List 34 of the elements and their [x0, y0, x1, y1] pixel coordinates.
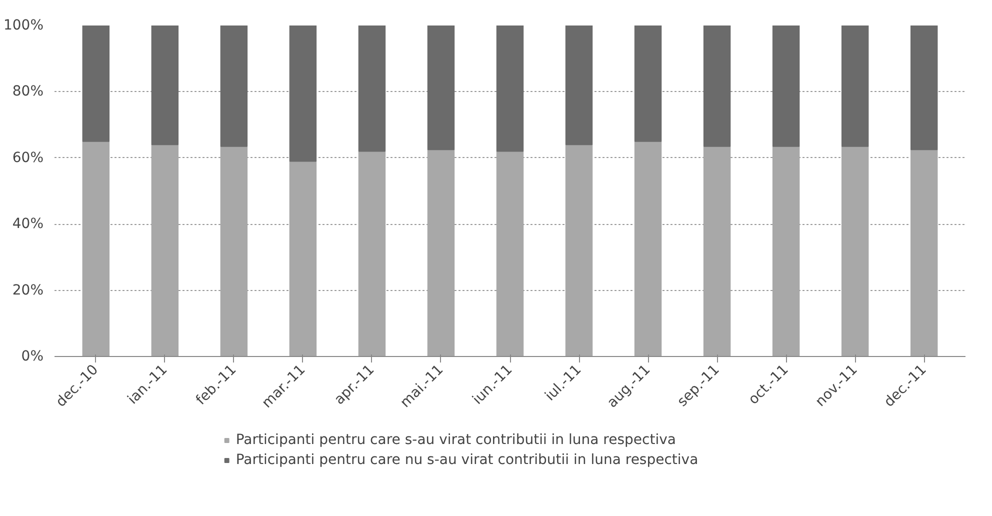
bar: [910, 26, 938, 150]
y-tick-label: 40%: [12, 216, 44, 232]
legend-label: Participanti pentru care s-au virat contributii in luna respectiva: [236, 432, 676, 448]
bar: [634, 140, 662, 356]
bar: [565, 26, 593, 146]
bar: [703, 26, 731, 147]
bar: [496, 150, 524, 356]
bar: [358, 150, 386, 356]
bar: [772, 146, 800, 356]
bar: [289, 160, 317, 356]
bar: [151, 144, 179, 356]
bar: [427, 149, 455, 356]
y-tick-label: 60%: [12, 150, 44, 166]
bar: [772, 26, 800, 147]
bar: [910, 149, 938, 356]
bar: [703, 146, 731, 356]
y-tick-label: 100%: [3, 18, 44, 34]
bar: [565, 144, 593, 356]
y-tick-label: 80%: [12, 84, 44, 100]
bar: [220, 146, 248, 356]
legend-label: Participanti pentru care nu s-au virat contributii in luna respectiva: [236, 452, 698, 468]
bar: [151, 26, 179, 146]
bar: [220, 26, 248, 147]
bar: [427, 26, 455, 150]
bar: [82, 26, 110, 142]
bar: [634, 26, 662, 142]
bar: [496, 26, 524, 152]
bar: [841, 146, 869, 356]
bar: [82, 140, 110, 356]
bar: [289, 26, 317, 162]
y-tick-label: 20%: [12, 282, 44, 298]
bar: [358, 26, 386, 152]
y-tick-label: 0%: [21, 348, 44, 364]
bar: [841, 26, 869, 147]
